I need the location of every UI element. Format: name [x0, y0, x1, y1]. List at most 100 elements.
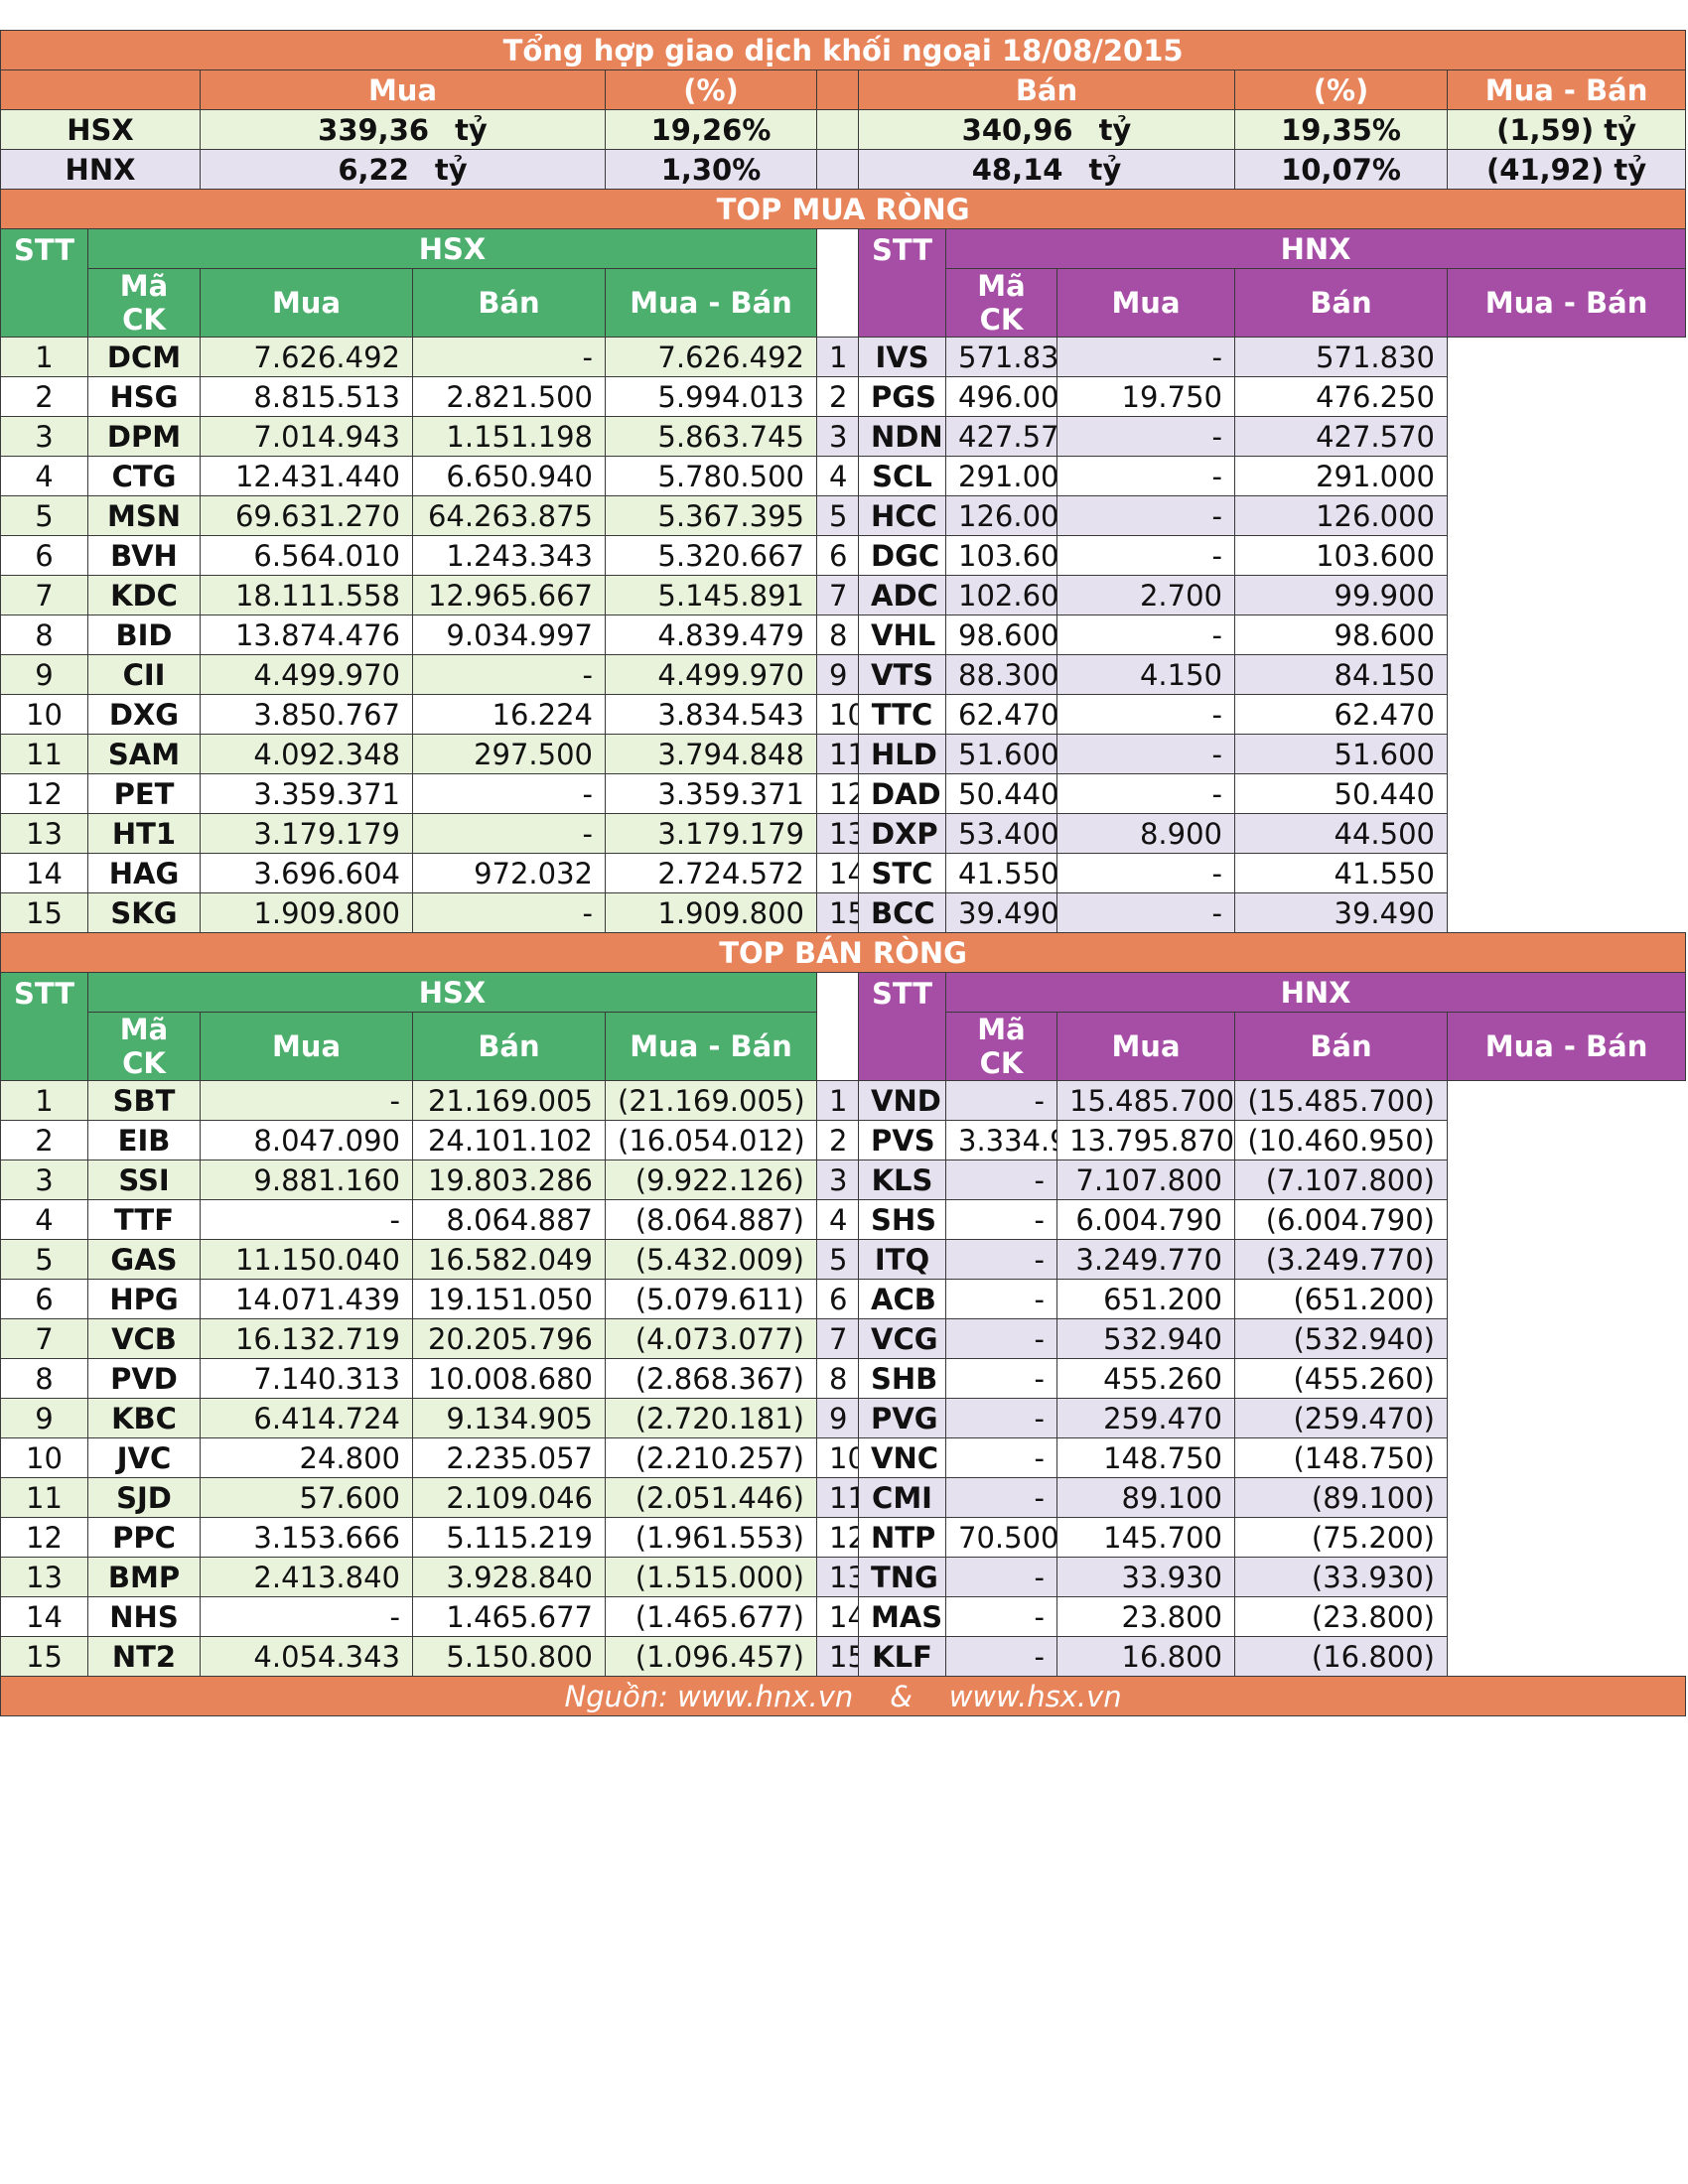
source-link-hsx[interactable]: www.hsx.vn [948, 1679, 1122, 1713]
col-header-stt: STT [0, 228, 88, 338]
hnx-buy-value: - [945, 1437, 1057, 1478]
hsx-buy-value: 3.153.666 [200, 1517, 413, 1558]
hnx-sell-value: - [1056, 773, 1235, 814]
hsx-stock-code: HPG [87, 1279, 201, 1319]
row-stt: 1 [0, 1080, 88, 1121]
hsx-buy-value: 11.150.040 [200, 1239, 413, 1280]
table-row: 5 MSN 69.631.270 64.263.875 5.367.395 5 HCC 126… [0, 495, 1686, 536]
row-stt: 5 [816, 1239, 859, 1280]
table-row: 10DXG3.850.76716.2243.834.54310TTC62.470… [0, 694, 1686, 735]
hsx-net-value: 4.499.970 [605, 654, 817, 695]
hsx-buy-value: 13.874.476 [200, 614, 413, 655]
hsx-stock-code: CTG [87, 456, 201, 496]
col-header-ban: Bán [1234, 268, 1448, 338]
source-link-hnx[interactable]: www.hnx.vn [677, 1679, 854, 1713]
row-stt: 6 [816, 535, 859, 576]
hnx-net-value: 291.000 [1234, 456, 1448, 496]
hsx-stock-code: SBT [87, 1080, 201, 1121]
row-stt: 6 [0, 1279, 88, 1319]
hnx-sell-value: - [1056, 495, 1235, 536]
table-row: 4 CTG 12.431.440 6.650.940 5.780.500 4 SCL 291.… [0, 456, 1686, 496]
hnx-net-value: (6.004.790) [1234, 1199, 1448, 1240]
hsx-net-value: 3.834.543 [605, 694, 817, 735]
hnx-net-value: (651.200) [1234, 1279, 1448, 1319]
hnx-buy-value: - [945, 1279, 1057, 1319]
hsx-stock-code: PPC [87, 1517, 201, 1558]
table-row: 6 HPG 14.071.439 19.151.050 (5.079.611) 6 ACB -… [0, 1279, 1686, 1319]
row-stt: 2 [0, 376, 88, 417]
row-stt: 11 [0, 734, 88, 774]
hnx-stock-code: NTP [858, 1517, 946, 1558]
col-header-stt: STT [858, 972, 946, 1081]
hsx-stock-code: HSG [87, 376, 201, 417]
hsx-buy-value: 7.626.492 [200, 337, 413, 377]
hnx-stock-code: ADC [858, 575, 946, 615]
hnx-sell-value: 13.795.870 [1056, 1120, 1235, 1160]
row-stt: 9 [0, 1398, 88, 1438]
hnx-buy-value: 496.000 [945, 376, 1057, 417]
summary-row-hnx: HNX 6,22 tỷ 1,30% 48,14 tỷ 10,07% (41,92) … [0, 149, 1687, 190]
hnx-buy-value: - [945, 1080, 1057, 1121]
hnx-sell-value: - [1056, 694, 1235, 735]
hsx-sell-value: 8.064.887 [412, 1199, 606, 1240]
hnx-stock-code: IVS [858, 337, 946, 377]
hsx-buy-value: - [200, 1596, 413, 1637]
row-stt: 3 [816, 416, 859, 457]
hnx-buy-value: 39.490 [945, 892, 1057, 933]
hnx-net-value: (16.800) [1234, 1636, 1448, 1677]
hsx-buy-value: 8.815.513 [200, 376, 413, 417]
hnx-stock-code: STC [858, 853, 946, 893]
hsx-sell-value: 64.263.875 [412, 495, 606, 536]
col-header-mua: Mua [200, 268, 413, 338]
hnx-stock-code: NDN [858, 416, 946, 457]
row-stt: 12 [0, 773, 88, 814]
hsx-net-value: (1.961.553) [605, 1517, 817, 1558]
hsx-net-value: (1.515.000) [605, 1557, 817, 1597]
hnx-sell-value: - [1056, 535, 1235, 576]
source-footer: Nguồn: www.hnx.vn & www.hsx.vn [0, 1676, 1687, 1716]
row-stt: 14 [816, 853, 859, 893]
hnx-stock-code: KLS [858, 1160, 946, 1200]
hnx-net-value: 51.600 [1234, 734, 1448, 774]
table-row: 14NHS-1.465.677(1.465.677)14MAS-23.800(2… [0, 1596, 1686, 1637]
hnx-net-value: (3.249.770) [1234, 1239, 1448, 1280]
row-stt: 15 [816, 892, 859, 933]
hsx-net-value: (1.096.457) [605, 1636, 817, 1677]
row-stt: 6 [816, 1279, 859, 1319]
hsx-buy-value: 3.179.179 [200, 813, 413, 854]
hsx-net-value: (9.922.126) [605, 1160, 817, 1200]
table-row: 2 HSG 8.815.513 2.821.500 5.994.013 2 PGS 496.0… [0, 376, 1686, 417]
row-stt: 11 [0, 1477, 88, 1518]
col-header-mack: Mã CK [945, 268, 1057, 338]
hsx-net-value: 5.994.013 [605, 376, 817, 417]
hnx-net-value: (148.750) [1234, 1437, 1448, 1478]
hsx-net-value: 5.367.395 [605, 495, 817, 536]
hsx-buy-value: 4.499.970 [200, 654, 413, 695]
hnx-sell-value: - [1056, 614, 1235, 655]
hnx-buy-value: 126.000 [945, 495, 1057, 536]
hsx-sell-value: 972.032 [412, 853, 606, 893]
row-stt: 14 [0, 853, 88, 893]
hnx-sell-value: 148.750 [1056, 1437, 1235, 1478]
hnx-buy-value: 102.600 [945, 575, 1057, 615]
col-header-mua: Mua [1056, 268, 1235, 338]
hnx-net-value: (89.100) [1234, 1477, 1448, 1518]
hnx-stock-code: HCC [858, 495, 946, 536]
hnx-net-value: 103.600 [1234, 535, 1448, 576]
table-row: 7 VCB 16.132.719 20.205.796 (4.073.077) 7 VCG -… [0, 1318, 1686, 1359]
hsx-stock-code: SKG [87, 892, 201, 933]
hnx-stock-code: DAD [858, 773, 946, 814]
hsx-sell-value: 12.965.667 [412, 575, 606, 615]
summary-exchange-name: HNX [0, 149, 201, 190]
table-row: 12PPC3.153.6665.115.219(1.961.553)12NTP7… [0, 1517, 1686, 1558]
summary-ban-pct: 19,35% [1234, 109, 1448, 150]
table-row: 9 KBC 6.414.724 9.134.905 (2.720.181) 9 PVG -25… [0, 1398, 1686, 1438]
hnx-buy-value: - [945, 1398, 1057, 1438]
hnx-net-value: 126.000 [1234, 495, 1448, 536]
hsx-sell-value: 5.150.800 [412, 1636, 606, 1677]
row-stt: 6 [0, 535, 88, 576]
summary-header-ban-pct: (%) [1234, 69, 1448, 110]
hsx-buy-value: 4.054.343 [200, 1636, 413, 1677]
table-row: 12PET3.359.371-3.359.37112DAD50.440-50.4… [0, 773, 1686, 814]
row-stt: 15 [0, 1636, 88, 1677]
